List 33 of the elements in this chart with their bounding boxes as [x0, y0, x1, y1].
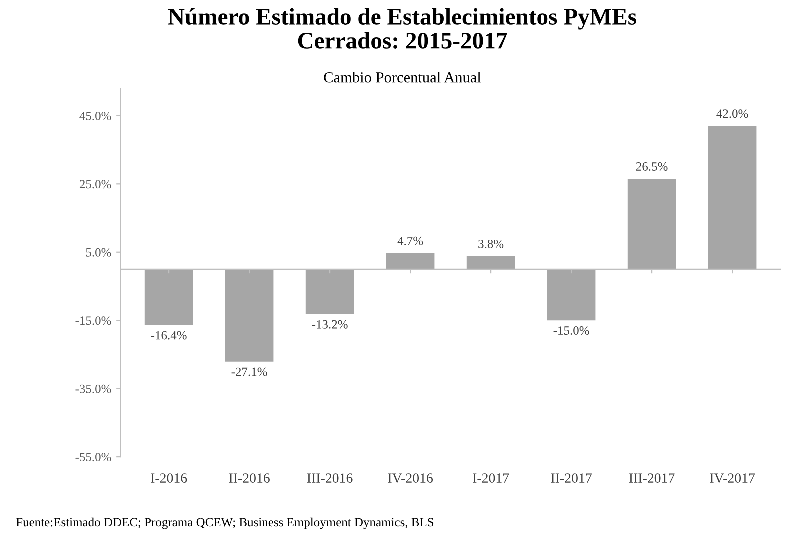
bar: [144, 269, 194, 326]
bar: [708, 126, 757, 270]
bar: [628, 179, 676, 270]
data-label: -27.1%: [232, 368, 268, 376]
y-tick-label: 5.0%: [86, 248, 112, 257]
x-tick-label: II-2017: [551, 474, 592, 483]
bar: [306, 269, 354, 314]
bar: [225, 269, 274, 362]
x-tick-label: II-2016: [229, 474, 270, 483]
data-label: -15.0%: [554, 326, 590, 336]
chart-title: Número Estimado de Establecimientos PyMEs Cerrados: 2015-2017: [168, 8, 636, 49]
x-tick-label: I-2016: [151, 474, 188, 483]
bar: [547, 269, 596, 321]
x-tick-label: III-2016: [307, 474, 353, 483]
source-note: Fuente:Estimado DDEC; Programa QCEW; Business Employment Dynamics, BLS: [16, 518, 434, 530]
y-tick-label: -35.0%: [76, 384, 112, 394]
x-tick-label: I-2017: [473, 474, 510, 483]
data-label: -13.2%: [312, 320, 348, 329]
x-tick-label: IV-2017: [710, 474, 756, 484]
data-label: 4.7%: [398, 236, 424, 246]
y-tick-label: -55.0%: [76, 453, 112, 462]
data-label: -16.4%: [151, 331, 187, 340]
data-label: 42.0%: [716, 110, 748, 118]
y-tick-label: 45.0%: [80, 112, 112, 120]
y-tick-label: 25.0%: [80, 180, 112, 189]
data-label: 26.5%: [636, 162, 668, 171]
y-tick-label: -15.0%: [76, 316, 112, 326]
chart-subtitle: Cambio Porcentual Anual: [324, 72, 482, 83]
data-label: 3.8%: [478, 240, 504, 248]
x-tick-label: IV-2016: [388, 474, 434, 484]
x-tick-label: III-2017: [629, 474, 675, 483]
bar: [466, 256, 516, 270]
bar: [386, 253, 435, 270]
